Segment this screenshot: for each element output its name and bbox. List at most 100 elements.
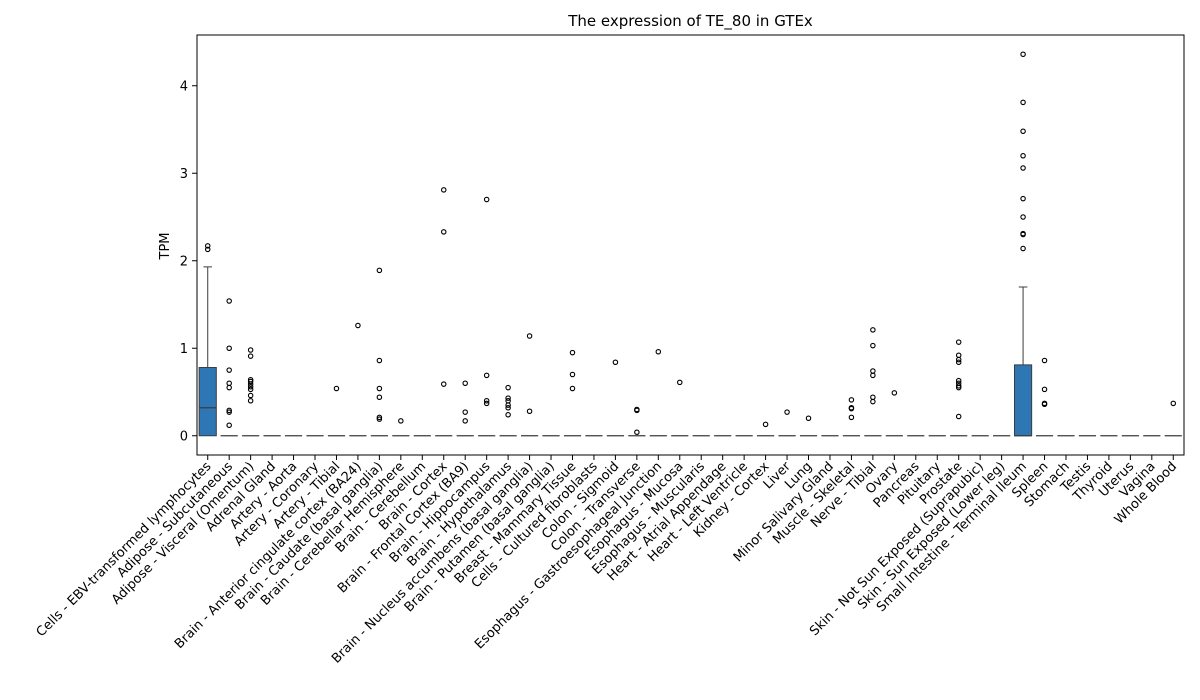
box-29: [799, 415, 818, 437]
outlier-point: [526, 408, 533, 414]
outlier-point: [955, 383, 962, 389]
outlier-point: [355, 322, 361, 329]
outlier-point: [226, 409, 232, 415]
box-22: [649, 348, 667, 437]
outlier-point: [955, 377, 962, 384]
plot-frame: [196, 34, 1185, 456]
outlier-point: [655, 348, 662, 355]
x-axis: Cells - EBV-transformed lymphocytesAdipo…: [34, 455, 1180, 667]
box-12: [435, 187, 453, 437]
outlier-point: [1041, 400, 1048, 407]
outlier-point: [955, 380, 962, 386]
box-32: [864, 327, 882, 437]
outlier-point: [398, 418, 404, 424]
outlier-point: [955, 359, 962, 365]
x-tick-label: Cells - EBV-transformed lymphocytes: [34, 459, 215, 640]
y-axis: 0 1 2 3 4: [180, 79, 197, 444]
outlier-point: [226, 367, 232, 373]
outlier-point: [226, 380, 232, 386]
outlier-point: [226, 407, 232, 414]
outlier-point: [247, 392, 254, 399]
outlier-point: [870, 394, 876, 400]
outlier-point: [955, 413, 962, 420]
outlier-point: [612, 359, 619, 365]
outlier-point: [1170, 400, 1177, 407]
outlier-point: [483, 397, 490, 404]
box-10: [392, 418, 410, 437]
outlier-point: [870, 398, 876, 405]
outlier-point: [955, 339, 962, 345]
outlier-point: [848, 404, 855, 411]
outlier-point: [870, 372, 876, 379]
outlier-point: [1020, 165, 1026, 171]
outlier-point: [1020, 195, 1026, 202]
outlier-point: [1020, 128, 1026, 135]
outlier-point: [483, 400, 490, 407]
box-2: [220, 298, 238, 437]
outlier-point: [376, 416, 383, 422]
outlier-point: [784, 409, 790, 415]
outlier-point: [1020, 99, 1026, 106]
outlier-point: [569, 349, 576, 356]
outlier-point: [483, 196, 490, 203]
outlier-point: [1020, 214, 1026, 220]
outlier-point: [569, 385, 576, 392]
outlier-point: [247, 378, 254, 385]
box-27: [757, 421, 775, 437]
box-39: [1013, 51, 1033, 437]
outlier-point: [1020, 51, 1026, 57]
outlier-point: [247, 347, 254, 353]
outlier-point: [870, 327, 876, 333]
box-1: [198, 243, 217, 437]
outlier-point: [1020, 245, 1026, 252]
outlier-point: [505, 411, 511, 418]
outlier-point: [376, 267, 383, 274]
y-tick-label: 2: [180, 254, 188, 269]
box-23: [671, 379, 689, 437]
outlier-point: [247, 383, 254, 390]
outlier-point: [505, 397, 511, 404]
box-14: [478, 196, 496, 437]
y-axis-label: TPM: [158, 233, 173, 261]
y-tick-label: 3: [180, 167, 188, 182]
outlier-point: [677, 379, 683, 386]
outlier-point: [247, 353, 254, 359]
y-tick-label: 4: [180, 79, 188, 94]
box-20: [606, 359, 624, 437]
outlier-point: [1041, 386, 1048, 393]
outlier-point: [247, 397, 254, 404]
outlier-point: [762, 421, 769, 428]
outlier-point: [376, 414, 383, 421]
box-13: [456, 380, 474, 437]
box-28: [778, 409, 796, 437]
box-3: [242, 347, 260, 437]
outlier-point: [891, 390, 898, 396]
box-31: [842, 397, 861, 437]
outlier-point: [634, 406, 640, 413]
outlier-point: [226, 384, 232, 391]
box-46: [1164, 400, 1182, 437]
box-15: [499, 384, 517, 437]
box-9: [370, 267, 388, 437]
outlier-point: [848, 397, 855, 403]
outlier-point: [505, 404, 511, 411]
box-36: [950, 339, 968, 437]
box-33: [885, 390, 903, 437]
y-tick-label: 0: [180, 429, 188, 444]
outlier-point: [462, 380, 468, 386]
outlier-point: [204, 243, 211, 249]
outlier-point: [376, 385, 383, 392]
outlier-point: [634, 429, 640, 435]
outlier-point: [376, 357, 383, 364]
box-body: [1013, 364, 1033, 437]
outlier-point: [505, 395, 511, 401]
outlier-point: [440, 381, 447, 387]
outlier-point: [226, 422, 232, 428]
box-18: [563, 349, 582, 437]
outlier-point: [483, 372, 490, 379]
outlier-point: [870, 342, 876, 349]
outlier-point: [805, 415, 812, 421]
box-body: [198, 367, 217, 437]
outlier-point: [440, 229, 447, 235]
